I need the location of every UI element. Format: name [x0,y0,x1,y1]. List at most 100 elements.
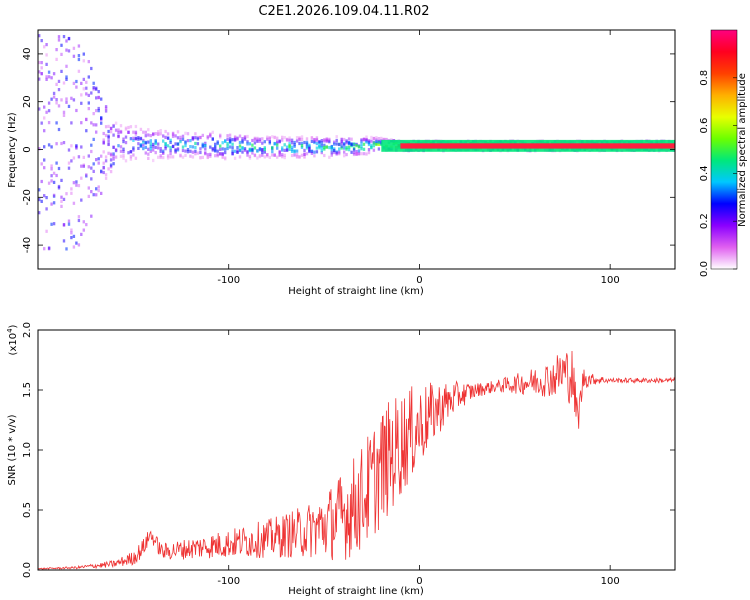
heatmap-cell [75,79,78,84]
heatmap-cell [127,125,130,130]
heatmap-cell [330,148,333,152]
heatmap-cell [283,136,286,140]
heatmap-cell [67,166,71,170]
heatmap-cell [285,148,289,152]
heatmap-cell [149,149,152,153]
heatmap-cell [328,155,331,159]
heatmap-cell [166,154,170,158]
heatmap-cell [50,167,53,171]
heatmap-cell [124,159,128,163]
heatmap-cell [75,180,78,184]
heatmap-cell [65,48,68,52]
heatmap-cell [288,142,291,146]
heatmap-cell [70,228,73,232]
heatmap-cell [320,139,323,143]
heatmap-cell [362,138,366,142]
heatmap-cell [370,143,373,147]
heatmap-cell [166,136,170,140]
heatmap-cell [147,128,150,132]
heatmap-cell [122,156,125,160]
heatmap-cell [343,150,346,154]
heatmap-cell [87,93,90,97]
heatmap-cell [345,147,348,151]
heatmap-cell [174,149,177,153]
heatmap-cell [216,149,219,153]
heatmap-cell [152,158,155,163]
heatmap-cell [360,152,363,156]
heatmap-cell [315,146,319,150]
heatmap-cell [375,142,378,146]
heatmap-cell [50,145,53,149]
heatmap-cell [211,148,214,152]
heatmap-cell [87,186,90,190]
heatmap-cell [72,46,76,50]
heatmap-cell [238,140,242,145]
heatmap-cell [338,150,341,154]
heatmap-cell [345,141,348,145]
heatmap-cell [119,145,123,149]
heatmap-cell [65,97,68,101]
heatmap-cell [60,204,63,208]
heatmap-cell [271,153,274,157]
heatmap-cell [47,181,51,185]
heatmap-cell [97,96,100,100]
heatmap-cell [60,43,63,47]
heatmap-cell [122,154,125,158]
heatmap-cell [80,164,83,168]
heatmap-cell [104,133,108,138]
heatmap-cell [221,155,224,159]
heatmap-cell [375,139,378,143]
heatmap-cell [209,145,212,149]
heatmap-cell [221,155,224,159]
heatmap-cell [157,142,160,146]
heatmap-cell [107,151,110,155]
heatmap-cell [199,156,202,160]
heatmap-cell [367,151,371,155]
heatmap-cell [347,148,351,152]
heatmap-cell [92,81,95,85]
heatmap-cell [157,130,160,134]
heatmap-cell [380,136,383,140]
heatmap-cell [219,147,222,151]
heatmap-cell [283,153,286,157]
heatmap-cell [112,157,115,161]
heatmap-cell [295,139,299,143]
heatmap-cell [142,147,145,151]
heatmap-cell [253,137,257,141]
colorbar-tick-label: 0.2 [699,213,710,229]
heatmap-cell [216,153,219,157]
heatmap-cell [295,155,299,159]
heatmap-cell [236,137,239,141]
heatmap-cell [305,152,309,156]
heatmap-cell [236,150,239,154]
heatmap-cell [288,144,291,148]
heatmap-cell [385,138,388,141]
heatmap-cell [92,162,95,166]
heatmap-cell [248,142,252,146]
heatmap-cell [206,136,209,140]
heatmap-cell [372,148,376,152]
heatmap-cell [176,142,180,146]
spectrogram-panel: -100 0 100 -40 -20 0 20 40 Height of straight l… [7,29,676,297]
heatmap-cell [320,151,323,155]
heatmap-cell [338,142,341,147]
heatmap-cell [112,123,115,128]
heatmap-cell [50,76,53,80]
heatmap-cell [95,123,98,127]
heatmap-cell [179,154,182,158]
heatmap-cell [313,137,316,142]
heatmap-cell [134,136,138,140]
heatmap-cell [95,86,98,90]
heatmap-cell [261,150,264,155]
heatmap-cell [102,170,105,175]
heatmap-cell [57,127,61,132]
heatmap-cell [276,146,279,150]
heatmap-cell [43,158,46,162]
heatmap-cell [70,187,73,191]
heatmap-cell [194,136,197,140]
heatmap-cell [80,145,83,149]
heatmap-cell [377,142,381,146]
heatmap-cell [129,150,133,154]
heatmap-cell [248,148,252,152]
heatmap-cell [352,151,356,155]
